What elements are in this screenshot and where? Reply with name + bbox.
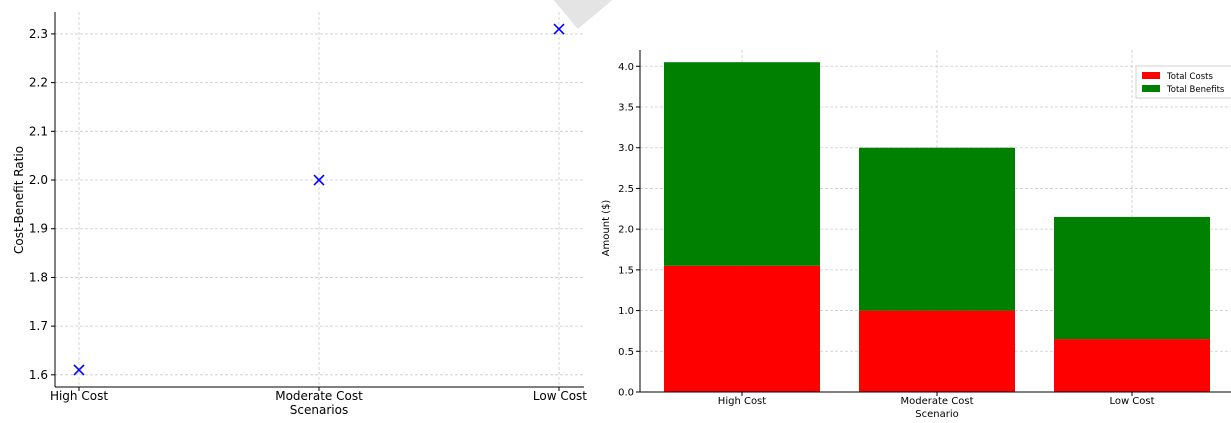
data-point-stroke	[73, 364, 85, 376]
data-point	[313, 174, 325, 186]
y-tick-label: 1.9	[29, 222, 48, 236]
data-point-stroke	[313, 174, 325, 186]
legend-swatch	[1142, 72, 1160, 79]
y-tick-label: 2.5	[618, 184, 634, 195]
legend-label: Total Costs	[1166, 72, 1213, 82]
data-point	[73, 364, 85, 376]
x-axis-label: Scenarios	[290, 403, 348, 417]
y-tick-label: 1.7	[29, 319, 48, 333]
y-tick-label: 0.0	[618, 388, 634, 399]
x-tick-label: Moderate Cost	[901, 396, 974, 407]
y-axis-label: Cost-Benefit Ratio	[12, 146, 26, 254]
x-tick-label: High Cost	[718, 396, 766, 407]
bar-segment	[859, 310, 1015, 392]
y-tick-label: 2.0	[618, 225, 634, 236]
y-tick-label: 3.0	[618, 143, 634, 154]
stacked-bar-chart: 0.0 0.5 1.0 1.5 2.0 2.5 3.0 3.5 4.0 High Cost Mode…	[601, 50, 1231, 420]
y-tick-label: 1.8	[29, 270, 48, 284]
y-tick-label: 1.0	[618, 306, 634, 317]
x-tick-label: High Cost	[50, 389, 108, 403]
cost-benefit-ratio-chart: 1.6 1.7 1.8 1.9 2.0 2.1 2.2 2.3 High Cost Moderat…	[0, 0, 600, 419]
legend: Total Costs Total Benefits	[1135, 65, 1231, 99]
x-axis-label: Scenario	[915, 409, 958, 419]
bar-segment	[859, 147, 1015, 311]
legend-swatch	[1142, 85, 1160, 92]
legend-box	[1135, 65, 1231, 99]
y-axis-label: Amount ($)	[601, 200, 612, 257]
y-tick-label: 1.5	[618, 265, 634, 276]
legend-label: Total Benefits	[1166, 85, 1225, 95]
bar-segment	[664, 62, 820, 266]
y-tick-label: 4.0	[618, 62, 634, 73]
y-tick-label: 2.2	[29, 76, 48, 90]
bar-segment	[664, 265, 820, 392]
y-tick-label: 0.5	[618, 347, 634, 358]
y-tick-label: 2.3	[29, 27, 48, 41]
y-tick-label: 2.0	[29, 173, 48, 187]
y-tick-label: 3.5	[618, 103, 634, 114]
costs-benefits-chart: 0.0 0.5 1.0 1.5 2.0 2.5 3.0 3.5 4.0 High Cost Mode…	[600, 0, 1231, 420]
y-tick-label: 1.6	[29, 368, 48, 382]
x-tick-label: Moderate Cost	[275, 389, 363, 403]
x-tick-label: Low Cost	[533, 389, 587, 403]
bar-segment	[1054, 216, 1210, 340]
scatter-plot: 1.6 1.7 1.8 1.9 2.0 2.1 2.2 2.3 High Cost Moderat…	[12, 12, 587, 417]
bar-segment	[1054, 339, 1210, 392]
y-tick-label: 2.1	[29, 124, 48, 138]
x-tick-label: Low Cost	[1109, 396, 1154, 407]
